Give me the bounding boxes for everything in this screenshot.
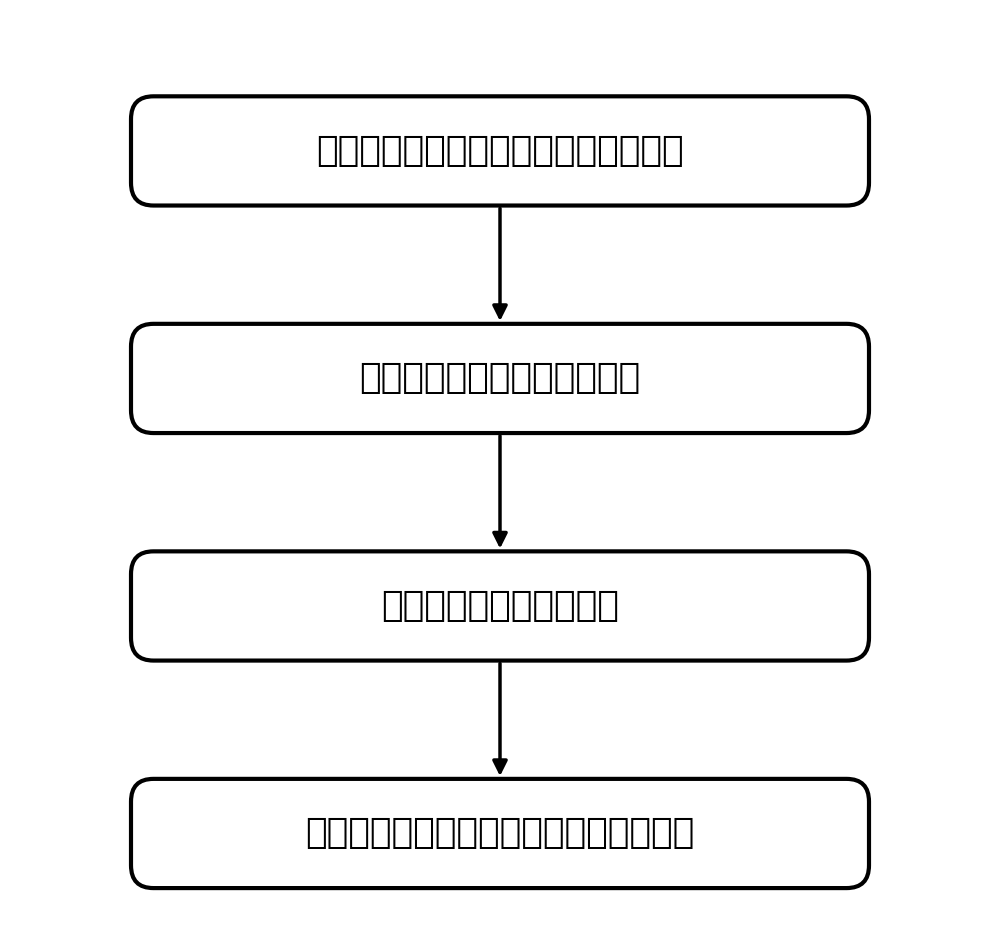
FancyBboxPatch shape [131,97,869,206]
Text: 通过电阻值确定钨丝温度: 通过电阻值确定钨丝温度 [381,589,619,623]
FancyBboxPatch shape [131,779,869,888]
FancyBboxPatch shape [131,324,869,433]
Text: 测量电压和电流并计算电阻值: 测量电压和电流并计算电阻值 [359,361,641,395]
Text: 由钨丝的能流平衡关系式计算出待测温度: 由钨丝的能流平衡关系式计算出待测温度 [305,816,695,850]
FancyBboxPatch shape [131,552,869,661]
Text: 将接入测量电路的钨丝放置在测温环境: 将接入测量电路的钨丝放置在测温环境 [316,134,684,168]
